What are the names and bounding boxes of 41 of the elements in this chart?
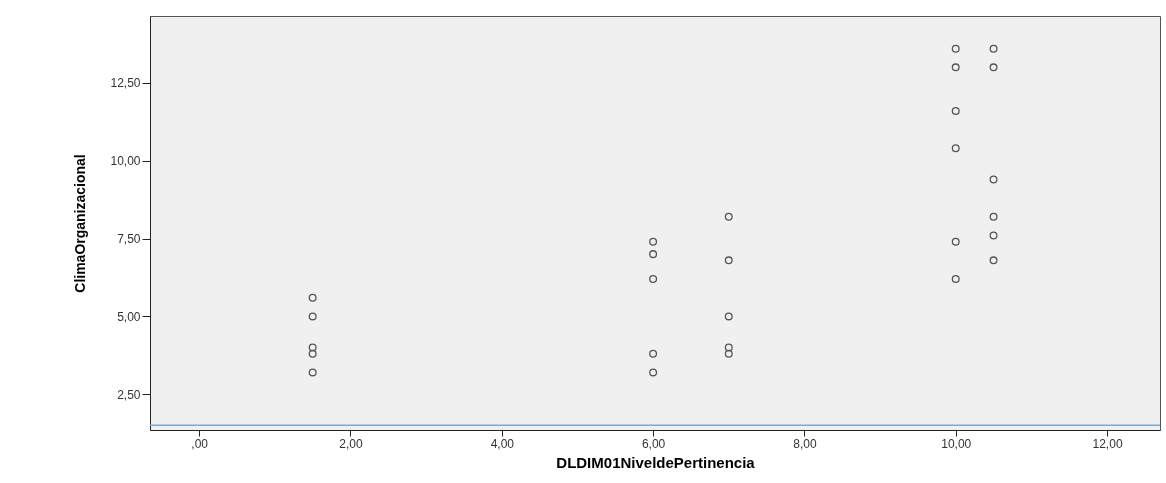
y-tick-label: 5,00 (117, 309, 141, 324)
point (724, 256, 733, 265)
point (308, 343, 317, 352)
x-tick-label: 2,00 (339, 436, 363, 451)
y-tick-label: 10,00 (110, 154, 141, 169)
point (308, 368, 317, 377)
point (649, 349, 658, 358)
x-axis-title: DLDIM01NiveldePertinencia (556, 453, 756, 471)
point (724, 343, 733, 352)
y-tick-label: 7,50 (117, 232, 141, 247)
point (989, 212, 998, 221)
point (951, 144, 960, 153)
point (989, 175, 998, 184)
x-tick-label: 8,00 (793, 436, 817, 451)
point (989, 231, 998, 240)
x-tick-label: ,00 (191, 436, 209, 451)
point (989, 44, 998, 53)
point (724, 312, 733, 321)
point (951, 237, 960, 246)
point (649, 250, 658, 259)
point (951, 63, 960, 72)
point (308, 349, 317, 358)
point (951, 106, 960, 115)
point (649, 275, 658, 284)
point (649, 368, 658, 377)
point (724, 349, 733, 358)
point (951, 44, 960, 53)
point (649, 237, 658, 246)
point (989, 63, 998, 72)
x-tick-label: 6,00 (641, 436, 666, 451)
x-tick-label: 4,00 (490, 436, 515, 451)
point (724, 212, 733, 221)
y-axis-title: ClimaOrganizacional (72, 154, 89, 293)
x-tick-label: 12,00 (1092, 436, 1123, 451)
point (989, 256, 998, 265)
point (308, 293, 317, 302)
y-tick-label: 12,50 (110, 76, 141, 91)
point (951, 275, 960, 284)
x-tick-label: 10,00 (941, 436, 972, 451)
point (308, 312, 317, 321)
y-tick-label: 2,50 (117, 387, 141, 402)
